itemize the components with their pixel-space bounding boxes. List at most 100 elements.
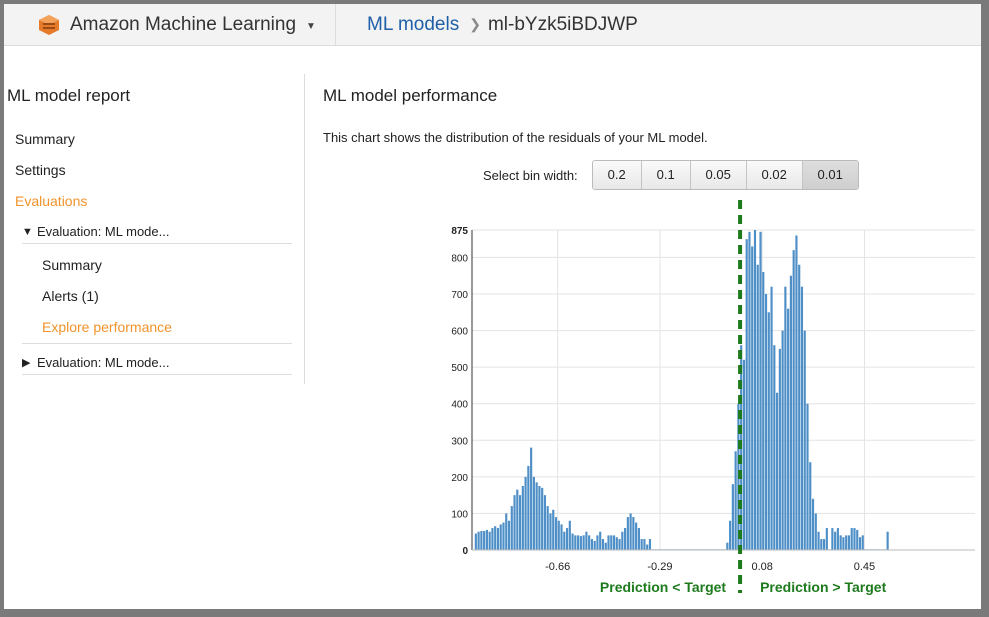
histogram-bar — [521, 486, 524, 550]
y-tick-label: 875 — [451, 226, 468, 237]
histogram-bar — [530, 447, 533, 550]
chevron-right-icon: ❯ — [469, 16, 481, 32]
histogram-bar — [820, 539, 823, 550]
histogram-bar — [825, 528, 828, 550]
sidebar-item-evaluations[interactable]: Evaluations — [15, 193, 88, 209]
histogram-bar — [560, 524, 563, 550]
histogram-bar — [784, 286, 787, 550]
bin-width-selector: Select bin width: 0.2 0.1 0.05 0.02 0.01 — [483, 160, 859, 190]
histogram-bar — [756, 264, 759, 550]
histogram-bar — [809, 462, 812, 550]
sidebar-subitem-explore-performance[interactable]: Explore performance — [42, 319, 172, 335]
y-tick-label: 100 — [451, 509, 468, 520]
top-navigation-bar: Amazon Machine Learning ▼ ML models ❯ ml… — [4, 4, 981, 46]
y-tick-label: 200 — [451, 473, 468, 484]
sidebar-subitem-summary[interactable]: Summary — [42, 257, 102, 273]
histogram-bar — [817, 531, 820, 550]
histogram-bar — [637, 528, 640, 550]
histogram-bar — [604, 542, 607, 550]
report-sidebar: ML model report Summary Settings Evaluat… — [4, 74, 305, 384]
histogram-bar — [612, 535, 616, 550]
sidebar-item-settings[interactable]: Settings — [15, 162, 66, 178]
bin-width-button-0-05[interactable]: 0.05 — [690, 161, 747, 189]
histogram-bar — [850, 528, 853, 550]
histogram-bar — [507, 520, 511, 550]
evaluation-expanded-toggle[interactable]: ▼ Evaluation: ML mode... — [22, 224, 169, 239]
bin-width-button-0-01[interactable]: 0.01 — [802, 161, 858, 189]
histogram-bar — [543, 495, 547, 550]
histogram-bar — [596, 535, 599, 550]
histogram-bar — [776, 392, 779, 550]
histogram-bar — [729, 520, 732, 550]
x-tick-label: -0.29 — [647, 561, 672, 573]
evaluation-label: Evaluation: ML mode... — [37, 355, 170, 370]
divider — [22, 374, 292, 375]
histogram-bar — [753, 230, 757, 550]
histogram-bar — [513, 495, 516, 550]
x-tick-label: 0.08 — [751, 561, 772, 573]
histogram-bar — [485, 529, 488, 550]
sidebar-item-summary[interactable]: Summary — [15, 131, 75, 147]
histogram-bar — [491, 528, 494, 550]
x-tick-label: 0.45 — [854, 561, 875, 573]
histogram-bar — [759, 231, 762, 551]
bin-width-button-group: 0.2 0.1 0.05 0.02 0.01 — [591, 160, 859, 190]
histogram-bar — [748, 231, 751, 551]
histogram-bar — [535, 482, 538, 550]
histogram-bar — [610, 535, 613, 550]
histogram-bar — [552, 509, 555, 550]
bin-width-button-0-2[interactable]: 0.2 — [592, 161, 642, 189]
caret-down-icon: ▼ — [306, 20, 316, 32]
histogram-bar — [541, 487, 544, 550]
evaluation-collapsed-toggle[interactable]: ▶ Evaluation: ML mode... — [22, 355, 169, 370]
histogram-bar — [751, 246, 754, 550]
histogram-bar — [621, 531, 624, 550]
bin-width-button-0-02[interactable]: 0.02 — [746, 161, 803, 189]
histogram-bar — [624, 528, 627, 550]
service-menu[interactable]: Amazon Machine Learning ▼ — [4, 4, 336, 45]
histogram-bar — [734, 451, 737, 550]
histogram-bar — [565, 528, 569, 550]
annotation-prediction-less-than-target: Prediction < Target — [600, 579, 726, 595]
histogram-bar — [532, 476, 535, 550]
chevron-down-icon: ▼ — [22, 225, 33, 238]
sidebar-subitem-alerts[interactable]: Alerts (1) — [42, 288, 99, 304]
histogram-bar — [861, 535, 864, 550]
histogram-bar — [615, 537, 618, 550]
histogram-bar — [582, 535, 585, 550]
bin-width-button-0-1[interactable]: 0.1 — [641, 161, 691, 189]
histogram-bar — [518, 495, 522, 550]
histogram-bar — [822, 539, 826, 550]
histogram-bar — [839, 535, 842, 550]
histogram-bar — [831, 528, 834, 550]
page-title: ML model performance — [323, 86, 498, 105]
histogram-bar — [803, 330, 806, 550]
histogram-bar — [601, 539, 605, 550]
divider — [22, 343, 292, 344]
histogram-bar — [579, 536, 582, 550]
histogram-bar — [585, 531, 588, 550]
histogram-bar — [538, 486, 541, 550]
y-tick-label: 600 — [451, 327, 468, 338]
y-tick-label: 400 — [451, 400, 468, 411]
aws-ml-icon — [39, 14, 59, 35]
histogram-bar — [480, 530, 483, 550]
divider — [22, 243, 292, 244]
bin-width-label: Select bin width: — [483, 167, 578, 183]
breadcrumb-ml-models-link[interactable]: ML models — [367, 13, 460, 35]
histogram-bar — [563, 531, 566, 550]
histogram-bar — [811, 498, 815, 550]
app-window: Amazon Machine Learning ▼ ML models ❯ ml… — [4, 4, 981, 609]
y-tick-label: 300 — [451, 436, 468, 447]
histogram-bar — [643, 539, 646, 550]
histogram-bar — [510, 506, 513, 550]
breadcrumb-current-model: ml-bYzk5iBDJWP — [487, 13, 638, 35]
histogram-bar — [632, 517, 635, 550]
chart-description: This chart shows the distribution of the… — [323, 130, 708, 145]
histogram-bar — [599, 531, 602, 550]
histogram-bar — [477, 531, 480, 550]
histogram-bar — [836, 528, 839, 550]
histogram-bar — [607, 535, 610, 550]
breadcrumb: ML models ❯ ml-bYzk5iBDJWP — [367, 4, 638, 45]
y-tick-label: 500 — [451, 363, 468, 374]
